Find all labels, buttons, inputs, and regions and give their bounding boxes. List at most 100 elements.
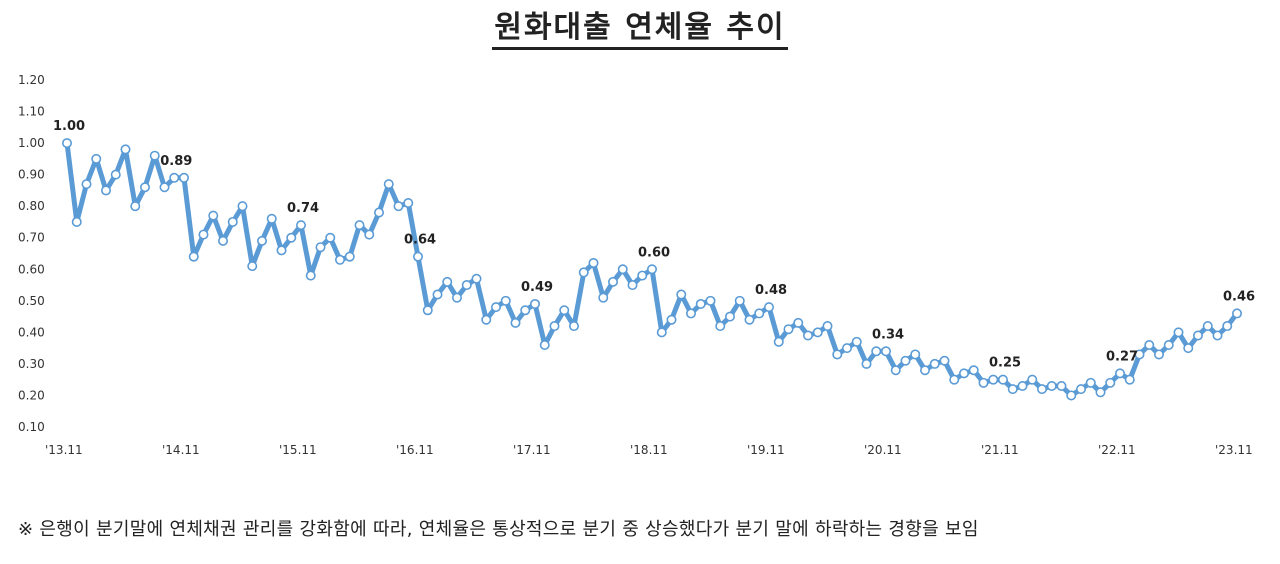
data-point (481, 314, 492, 325)
data-point (1037, 384, 1048, 395)
x-axis: '13.11 '14.11 '15.11 '16.11 '17.11 '18.11 '19.… (45, 443, 1253, 457)
x-tick-label: '20.11 (864, 443, 902, 457)
data-point (286, 232, 297, 243)
data-point (354, 220, 365, 231)
y-tick-label: 0.40 (18, 325, 45, 339)
data-point (1007, 384, 1018, 395)
y-tick-label: 1.10 (18, 105, 45, 119)
data-label: 0.89 (160, 154, 192, 169)
y-tick-label: 0.60 (18, 262, 45, 276)
x-tick-label: '23.11 (1215, 443, 1253, 457)
data-point (422, 305, 433, 316)
data-point (929, 358, 940, 369)
data-point (256, 235, 267, 246)
data-point (432, 289, 443, 300)
data-point (871, 346, 882, 357)
y-tick-label: 1.00 (18, 136, 45, 150)
data-point (412, 251, 423, 262)
data-point (149, 150, 160, 161)
data-point (910, 349, 921, 360)
data-point (802, 330, 813, 341)
x-tick-label: '17.11 (513, 443, 551, 457)
data-point (763, 302, 774, 313)
data-point (179, 172, 190, 183)
data-point (364, 229, 375, 240)
data-label: 0.25 (989, 356, 1021, 371)
data-point (1212, 330, 1223, 341)
data-point (988, 374, 999, 385)
data-label: 1.00 (53, 119, 85, 134)
data-point (1163, 339, 1174, 350)
data-point (949, 374, 960, 385)
data-label: 0.48 (755, 283, 787, 298)
data-point (1017, 380, 1028, 391)
data-point (140, 182, 151, 193)
data-point (91, 153, 102, 164)
data-point (383, 179, 394, 190)
data-point (773, 336, 784, 347)
data-point (344, 251, 355, 262)
data-point (900, 355, 911, 366)
data-point (120, 144, 131, 155)
data-point (734, 295, 745, 306)
data-point (598, 292, 609, 303)
data-point (276, 245, 287, 256)
data-point (1095, 387, 1106, 398)
data-point (841, 343, 852, 354)
data-point (685, 308, 696, 319)
data-point (198, 229, 209, 240)
y-tick-label: 0.20 (18, 388, 45, 402)
data-point (1046, 380, 1057, 391)
data-point (71, 216, 82, 227)
data-point (968, 365, 979, 376)
data-point (637, 270, 648, 281)
data-point (208, 210, 219, 221)
data-label: 0.27 (1106, 349, 1138, 364)
y-tick-label: 0.30 (18, 357, 45, 371)
data-point (393, 201, 404, 212)
data-point (81, 179, 92, 190)
chart-title: 원화대출 연체율 추이 (0, 2, 1280, 50)
data-point (471, 273, 482, 284)
data-point (159, 182, 170, 193)
data-point (373, 207, 384, 218)
data-point (939, 355, 950, 366)
data-point (101, 185, 112, 196)
data-point (656, 327, 667, 338)
data-label: 0.34 (872, 327, 904, 342)
data-point (1105, 377, 1116, 388)
x-tick-label: '19.11 (747, 443, 785, 457)
data-point (1173, 327, 1184, 338)
data-point (997, 374, 1008, 385)
data-label: 0.49 (521, 280, 553, 295)
data-point (295, 220, 306, 231)
data-point (793, 317, 804, 328)
data-point (227, 216, 238, 227)
x-tick-label: '14.11 (162, 443, 200, 457)
line-chart: 1.20 1.10 1.00 0.90 0.80 0.70 0.60 0.50 0.40 0.30… (18, 73, 1255, 457)
x-tick-label: '18.11 (630, 443, 668, 457)
data-point (822, 321, 833, 332)
data-point (568, 321, 579, 332)
data-point (1134, 349, 1145, 360)
data-point (812, 327, 823, 338)
data-point (442, 276, 453, 287)
data-point (1183, 343, 1194, 354)
data-point (247, 261, 258, 272)
data-point (510, 317, 521, 328)
data-point (188, 251, 199, 262)
data-point (315, 242, 326, 253)
data-point (919, 365, 930, 376)
data-point (1066, 390, 1077, 401)
y-tick-label: 1.20 (18, 73, 45, 87)
data-point (490, 302, 501, 313)
chart-title-text: 원화대출 연체율 추이 (492, 10, 788, 50)
data-points (61, 138, 1243, 401)
data-point (451, 292, 462, 303)
data-label: 0.74 (287, 201, 319, 216)
data-point (588, 257, 599, 268)
data-point (169, 172, 180, 183)
data-point (705, 295, 716, 306)
data-point (676, 289, 687, 300)
data-point (1027, 374, 1038, 385)
